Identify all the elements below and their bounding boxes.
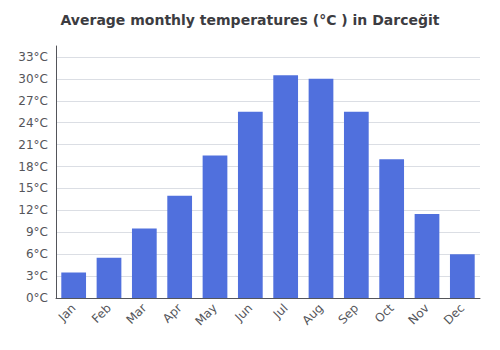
- svg-text:Feb: Feb: [89, 301, 114, 326]
- svg-text:0°C: 0°C: [26, 291, 48, 305]
- svg-text:May: May: [193, 301, 220, 328]
- svg-text:Sep: Sep: [335, 301, 361, 327]
- svg-text:33°C: 33°C: [18, 50, 48, 64]
- svg-text:9°C: 9°C: [26, 225, 48, 239]
- svg-text:Jan: Jan: [55, 301, 79, 325]
- svg-text:12°C: 12°C: [18, 203, 48, 217]
- svg-text:18°C: 18°C: [18, 160, 48, 174]
- svg-text:Average monthly temperatures (: Average monthly temperatures (°C ) in Da…: [61, 12, 440, 28]
- svg-text:21°C: 21°C: [18, 138, 48, 152]
- svg-text:Aug: Aug: [299, 301, 325, 327]
- svg-text:Mar: Mar: [123, 301, 149, 327]
- svg-text:Apr: Apr: [160, 301, 185, 326]
- svg-text:6°C: 6°C: [26, 247, 48, 261]
- svg-text:27°C: 27°C: [18, 94, 48, 108]
- svg-text:Oct: Oct: [372, 301, 397, 326]
- svg-text:15°C: 15°C: [18, 181, 48, 195]
- svg-text:Jun: Jun: [231, 301, 255, 325]
- svg-text:Jul: Jul: [270, 301, 291, 322]
- svg-text:24°C: 24°C: [18, 116, 48, 130]
- svg-text:30°C: 30°C: [18, 72, 48, 86]
- svg-text:Dec: Dec: [441, 301, 467, 327]
- svg-text:3°C: 3°C: [26, 269, 48, 283]
- svg-text:Nov: Nov: [406, 301, 432, 327]
